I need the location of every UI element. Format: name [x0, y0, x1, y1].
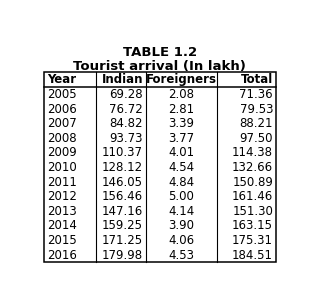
Text: 69.28: 69.28: [110, 88, 143, 101]
Text: 150.89: 150.89: [232, 176, 273, 189]
Text: TABLE 1.2: TABLE 1.2: [123, 46, 197, 59]
Text: 2015: 2015: [47, 234, 76, 247]
Text: Total: Total: [241, 73, 273, 86]
Text: 84.82: 84.82: [110, 117, 143, 130]
Text: 2012: 2012: [47, 190, 77, 203]
Text: 114.38: 114.38: [232, 146, 273, 159]
Text: 2008: 2008: [47, 132, 76, 145]
Text: Year: Year: [47, 73, 76, 86]
Text: 184.51: 184.51: [232, 249, 273, 262]
Text: 159.25: 159.25: [102, 219, 143, 232]
Text: 2.08: 2.08: [168, 88, 194, 101]
Text: 2010: 2010: [47, 161, 76, 174]
Text: 4.01: 4.01: [168, 146, 194, 159]
Text: 88.21: 88.21: [240, 117, 273, 130]
Text: 4.06: 4.06: [168, 234, 194, 247]
Text: 2005: 2005: [47, 88, 76, 101]
Text: 163.15: 163.15: [232, 219, 273, 232]
Text: 3.39: 3.39: [168, 117, 194, 130]
Text: 161.46: 161.46: [232, 190, 273, 203]
Text: 4.84: 4.84: [168, 176, 194, 189]
Text: 156.46: 156.46: [102, 190, 143, 203]
Text: Tourist arrival (In lakh): Tourist arrival (In lakh): [73, 60, 246, 73]
Text: Foreigners: Foreigners: [146, 73, 217, 86]
Text: 171.25: 171.25: [102, 234, 143, 247]
Text: 110.37: 110.37: [102, 146, 143, 159]
Text: 2007: 2007: [47, 117, 76, 130]
Text: 2009: 2009: [47, 146, 76, 159]
Text: 146.05: 146.05: [102, 176, 143, 189]
Text: Indian: Indian: [102, 73, 143, 86]
Text: 4.53: 4.53: [168, 249, 194, 262]
Text: 71.36: 71.36: [239, 88, 273, 101]
Text: 79.53: 79.53: [240, 103, 273, 116]
Text: 132.66: 132.66: [232, 161, 273, 174]
Text: 2016: 2016: [47, 249, 77, 262]
Text: 2013: 2013: [47, 205, 76, 218]
Text: 151.30: 151.30: [232, 205, 273, 218]
Text: 93.73: 93.73: [110, 132, 143, 145]
Text: 76.72: 76.72: [109, 103, 143, 116]
Text: 147.16: 147.16: [102, 205, 143, 218]
Text: 2.81: 2.81: [168, 103, 194, 116]
Text: 2014: 2014: [47, 219, 77, 232]
Text: 179.98: 179.98: [102, 249, 143, 262]
Text: 4.54: 4.54: [168, 161, 194, 174]
Text: 5.00: 5.00: [168, 190, 194, 203]
Text: 175.31: 175.31: [232, 234, 273, 247]
Text: 2011: 2011: [47, 176, 77, 189]
Text: 3.90: 3.90: [168, 219, 194, 232]
Text: 128.12: 128.12: [102, 161, 143, 174]
Text: 3.77: 3.77: [168, 132, 194, 145]
Bar: [44, 72, 276, 263]
Text: 4.14: 4.14: [168, 205, 194, 218]
Text: 2006: 2006: [47, 103, 76, 116]
Text: 97.50: 97.50: [240, 132, 273, 145]
